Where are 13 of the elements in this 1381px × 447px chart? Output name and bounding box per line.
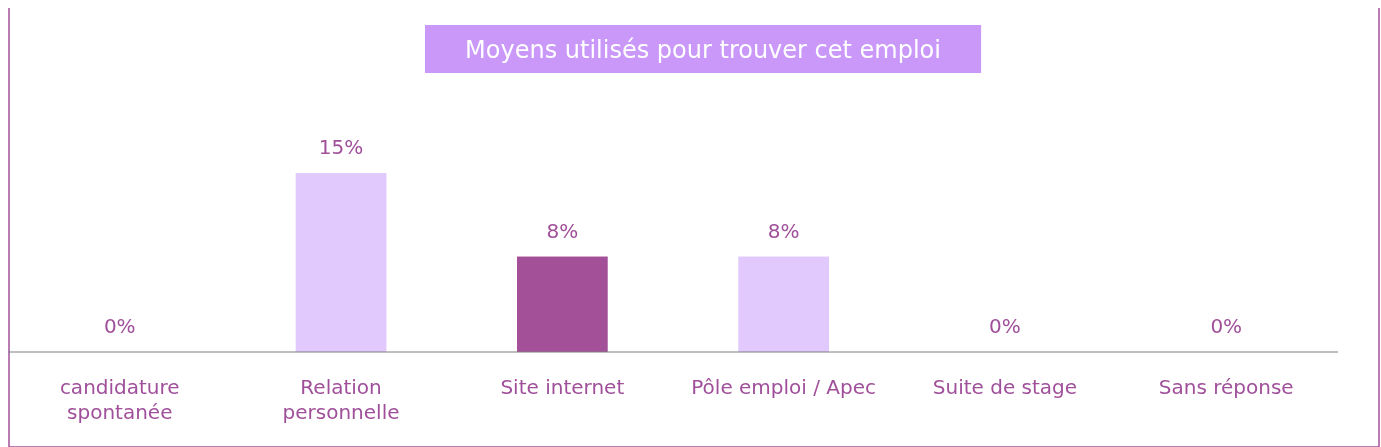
x-tick-label: Site internet <box>500 375 625 399</box>
x-tick-label: Pôle emploi / Apec <box>691 375 877 399</box>
chart-title: Moyens utilisés pour trouver cet emploi <box>465 36 941 64</box>
x-tick-label: Suite de stage <box>932 375 1078 399</box>
x-tick-label: Sans réponse <box>1158 375 1294 399</box>
data-label: 0% <box>1210 314 1243 338</box>
data-label: 15% <box>318 135 364 159</box>
x-tick-label: Relation personnelle <box>282 375 400 424</box>
x-tick-label: candidature spontanée <box>59 375 180 424</box>
data-label: 0% <box>103 314 136 338</box>
data-label: 0% <box>989 314 1021 338</box>
data-label: 8% <box>546 218 579 243</box>
data-label: 8% <box>767 218 800 243</box>
